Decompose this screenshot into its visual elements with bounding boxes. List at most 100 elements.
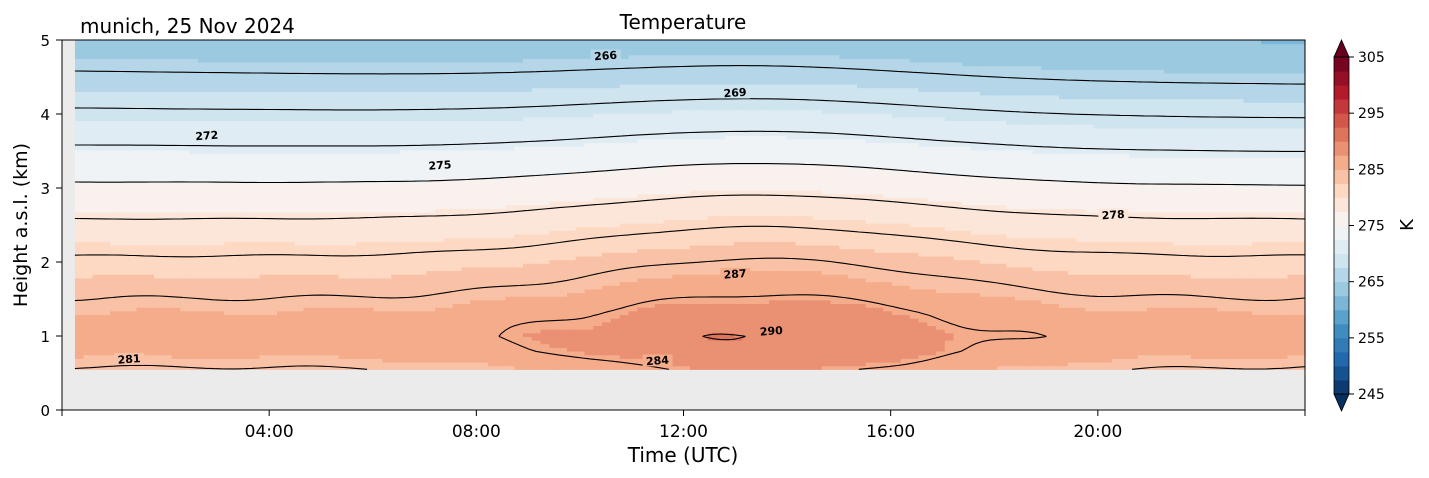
- field-cell: [505, 146, 515, 151]
- field-cell: [435, 116, 445, 122]
- field-cell: [408, 142, 419, 147]
- field-cell: [496, 76, 507, 81]
- field-cell: [127, 204, 138, 209]
- field-cell: [514, 105, 524, 111]
- field-cell: [364, 43, 375, 48]
- field-cell: [83, 193, 94, 198]
- field-cell: [523, 230, 533, 235]
- field-cell: [312, 193, 322, 198]
- field-cell: [259, 94, 269, 100]
- field-cell: [400, 222, 410, 228]
- field-cell: [241, 340, 252, 345]
- field-cell: [514, 361, 524, 367]
- field-cell: [162, 215, 173, 220]
- field-cell: [540, 157, 550, 162]
- field-cell: [523, 259, 533, 264]
- field-cell: [136, 138, 146, 144]
- field-cell: [189, 113, 199, 118]
- field-cell: [250, 274, 261, 279]
- field-cell: [74, 87, 85, 92]
- field-cell: [206, 43, 217, 48]
- field-cell: [514, 226, 524, 231]
- field-cell: [162, 233, 173, 239]
- field-cell: [443, 354, 454, 359]
- field-cell: [74, 266, 85, 272]
- field-cell: [259, 340, 269, 345]
- field-cell: [180, 241, 190, 246]
- field-cell: [285, 138, 296, 144]
- field-cell: [540, 215, 550, 220]
- field-cell: [382, 54, 392, 59]
- field-cell: [382, 241, 392, 246]
- field-cell: [400, 270, 410, 275]
- field-cell: [241, 157, 252, 162]
- field-cell: [154, 47, 164, 52]
- field-cell: [452, 299, 463, 305]
- field-cell: [461, 303, 471, 308]
- field-cell: [549, 186, 559, 191]
- field-cell: [241, 204, 252, 209]
- field-cell: [110, 244, 120, 250]
- field-cell: [312, 98, 322, 103]
- field-cell: [531, 347, 542, 352]
- field-cell: [426, 94, 436, 100]
- field-cell: [215, 325, 225, 330]
- field-cell: [400, 329, 410, 334]
- field-cell: [180, 200, 190, 206]
- field-cell: [233, 135, 243, 140]
- field-cell: [382, 263, 392, 268]
- field-cell: [303, 76, 313, 81]
- field-cell: [470, 347, 480, 352]
- field-cell: [92, 266, 102, 272]
- field-cell: [382, 285, 392, 290]
- field-cell: [364, 255, 375, 261]
- field-cell: [118, 94, 129, 100]
- field-cell: [83, 149, 94, 155]
- field-cell: [154, 179, 164, 184]
- field-cell: [312, 164, 322, 169]
- field-cell: [241, 40, 252, 45]
- field-cell: [531, 109, 542, 114]
- field-cell: [496, 58, 507, 63]
- field-cell: [224, 91, 234, 96]
- field-cell: [74, 241, 85, 246]
- field-cell: [329, 237, 340, 242]
- field-cell: [479, 80, 489, 85]
- field-cell: [118, 219, 129, 224]
- field-cell: [268, 288, 278, 294]
- field-cell: [74, 186, 85, 191]
- field-cell: [417, 292, 427, 297]
- field-cell: [426, 113, 436, 118]
- field-cell: [461, 299, 471, 305]
- field-cell: [74, 131, 85, 136]
- field-cell: [197, 182, 208, 187]
- field-cell: [303, 299, 313, 305]
- field-cell: [180, 252, 190, 257]
- field-cell: [487, 186, 498, 191]
- field-cell: [233, 193, 243, 198]
- field-cell: [101, 116, 111, 122]
- field-cell: [558, 263, 568, 268]
- field-cell: [373, 50, 384, 56]
- field-cell: [435, 87, 445, 92]
- field-cell: [479, 296, 489, 301]
- field-cell: [408, 182, 419, 187]
- field-cell: [347, 116, 357, 122]
- field-cell: [110, 215, 120, 220]
- field-cell: [356, 266, 366, 272]
- field-cell: [189, 190, 199, 195]
- field-cell: [312, 211, 322, 217]
- field-cell: [241, 343, 252, 348]
- field-cell: [347, 105, 357, 111]
- field-cell: [101, 215, 111, 220]
- field-cell: [373, 241, 384, 246]
- field-cell: [171, 347, 181, 352]
- field-cell: [408, 157, 419, 162]
- field-cell: [540, 314, 550, 319]
- field-cell: [364, 292, 375, 297]
- field-cell: [549, 252, 559, 257]
- field-cell: [189, 94, 199, 100]
- field-cell: [118, 259, 129, 264]
- field-cell: [215, 314, 225, 319]
- field-cell: [74, 149, 85, 155]
